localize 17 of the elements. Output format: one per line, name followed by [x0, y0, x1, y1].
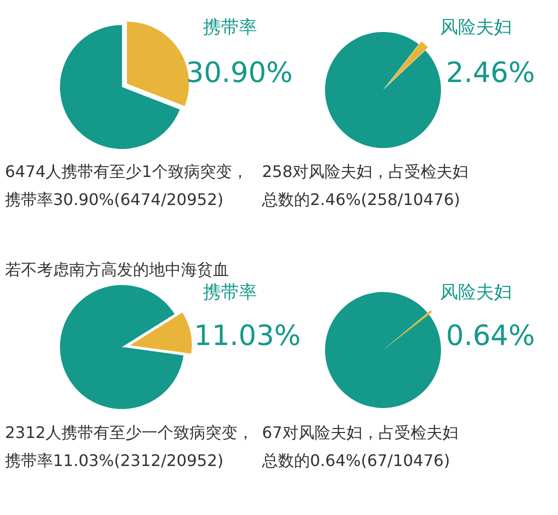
data-label: 11.03%: [194, 319, 301, 352]
text: 258对风险夫妇，占受检夫妇: [262, 162, 469, 181]
data-label: 2.46%: [446, 56, 535, 89]
slice-label: 风险夫妇: [440, 17, 512, 38]
text: 若不考虑南方高发的地中海贫血: [5, 260, 229, 279]
text: 总数的2.46%(258/10476): [261, 190, 460, 209]
data-label: 0.64%: [446, 319, 535, 352]
slice-label: 风险夫妇: [440, 282, 512, 303]
data-label: 30.90%: [186, 56, 293, 89]
text: 总数的0.64%(67/10476): [261, 451, 450, 470]
text: 携带率30.90%(6474/20952): [5, 190, 224, 209]
text: 2312人携带有至少一个致病突变，: [5, 423, 254, 442]
slice-label: 携带率: [203, 282, 257, 303]
text: 携带率11.03%(2312/20952): [5, 451, 224, 470]
text: 67对风险夫妇，占受检夫妇: [262, 423, 458, 442]
text: 6474人携带有至少1个致病突变，: [5, 162, 248, 181]
slice-label: 携带率: [203, 17, 257, 38]
